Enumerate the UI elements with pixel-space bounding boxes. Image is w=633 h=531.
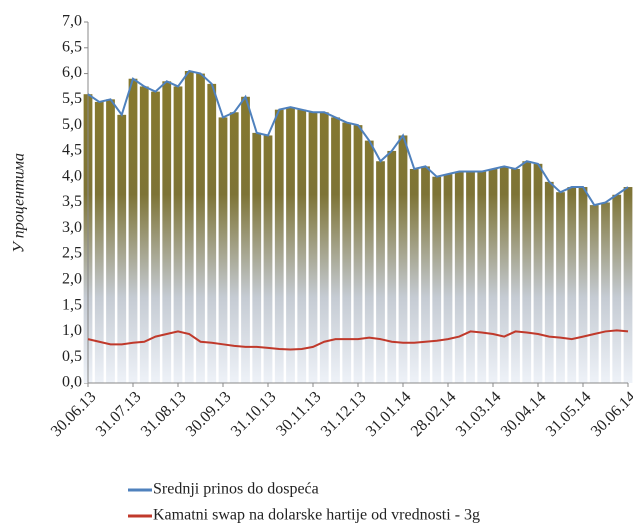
- area-stripe: [106, 99, 115, 383]
- legend-label: Kamatni swap na dolarske hartije od vred…: [153, 507, 480, 524]
- y-tick-label: 2,5: [62, 245, 82, 262]
- area-stripe: [522, 161, 532, 383]
- area-stripe: [364, 140, 374, 383]
- y-tick-label: 2,0: [62, 271, 82, 288]
- legend-label: Srednji prinos do dospeća: [153, 481, 319, 498]
- y-tick-label: 3,0: [62, 219, 82, 236]
- area-stripe: [297, 109, 307, 384]
- y-tick-label: 6,5: [62, 38, 82, 55]
- x-tick-label: 30.09.13: [183, 388, 235, 440]
- area-stripe: [567, 187, 577, 383]
- area-stripe: [511, 168, 520, 383]
- y-tick-label: 1,5: [62, 296, 82, 313]
- area-stripe: [274, 109, 284, 384]
- y-tick-label: 0,0: [62, 374, 82, 391]
- area-stripe: [162, 81, 172, 384]
- area-stripe: [589, 205, 599, 383]
- area-stripe: [263, 135, 273, 383]
- y-tick-label: 5,5: [62, 90, 82, 107]
- x-tick-label: 31.03.14: [453, 388, 505, 440]
- area-stripe: [117, 114, 127, 383]
- area-stripe: [612, 194, 622, 383]
- area-stripe: [454, 171, 464, 383]
- y-tick-label: 4,5: [62, 142, 82, 159]
- y-tick-label: 3,5: [62, 193, 82, 210]
- y-tick-label: 5,0: [62, 116, 82, 133]
- area-stripe: [477, 171, 487, 383]
- area-stripe: [151, 91, 160, 383]
- x-tick-label: 30.06.14: [588, 388, 633, 440]
- area-stripe: [94, 101, 104, 383]
- x-tick-label: 31.01.14: [363, 388, 415, 440]
- area-stripe: [241, 96, 250, 384]
- area-stripe: [207, 83, 217, 383]
- area-stripe: [139, 86, 149, 383]
- area-stripe: [319, 112, 329, 383]
- area-stripe: [466, 171, 475, 383]
- y-tick-label: 0,5: [62, 348, 82, 365]
- area-stripe: [376, 161, 385, 383]
- y-tick-label: 6,0: [62, 64, 82, 81]
- x-tick-label: 30.04.14: [498, 388, 550, 440]
- area-stripe: [499, 166, 509, 383]
- area-stripe: [398, 135, 408, 383]
- x-tick-label: 31.07.13: [93, 388, 145, 440]
- area-stripe: [252, 132, 262, 383]
- area-stripe: [443, 174, 453, 383]
- area-stripe: [128, 78, 138, 383]
- area-stripe: [601, 202, 610, 383]
- y-tick-label: 1,0: [62, 322, 82, 339]
- area-stripe: [556, 192, 565, 383]
- y-tick-label: 4,0: [62, 167, 82, 184]
- x-tick-label: 30.06.13: [48, 388, 100, 440]
- area-stripe: [544, 181, 554, 383]
- area-stripe: [218, 117, 228, 384]
- area-stripe: [533, 163, 543, 383]
- area-stripe: [342, 122, 352, 384]
- x-tick-label: 28.02.14: [408, 388, 460, 440]
- y-axis-label: У процентима: [11, 153, 28, 253]
- x-tick-label: 31.10.13: [228, 388, 280, 440]
- series-line: [87, 329, 629, 351]
- y-tick-label: 7,0: [62, 13, 82, 30]
- area-stripe: [353, 125, 363, 384]
- area-stripe: [387, 150, 397, 383]
- x-tick-label: 31.08.13: [138, 388, 190, 440]
- area-stripe: [578, 187, 588, 383]
- area-stripe: [409, 168, 419, 383]
- area-stripe: [184, 70, 194, 383]
- area-stripe: [196, 73, 205, 384]
- area-stripe: [286, 107, 295, 383]
- area-stripe: [488, 168, 498, 383]
- area-stripe: [432, 176, 442, 383]
- area-stripe: [308, 112, 318, 383]
- x-tick-label: 31.05.14: [543, 388, 595, 440]
- area-stripe: [173, 86, 183, 383]
- area-stripe: [229, 112, 239, 383]
- area-stripe: [623, 187, 633, 383]
- series-line: [87, 69, 629, 207]
- area-stripe: [421, 166, 430, 383]
- area-stripe: [331, 117, 340, 384]
- x-tick-label: 31.12.13: [318, 388, 370, 440]
- x-tick-label: 30.11.13: [273, 388, 324, 439]
